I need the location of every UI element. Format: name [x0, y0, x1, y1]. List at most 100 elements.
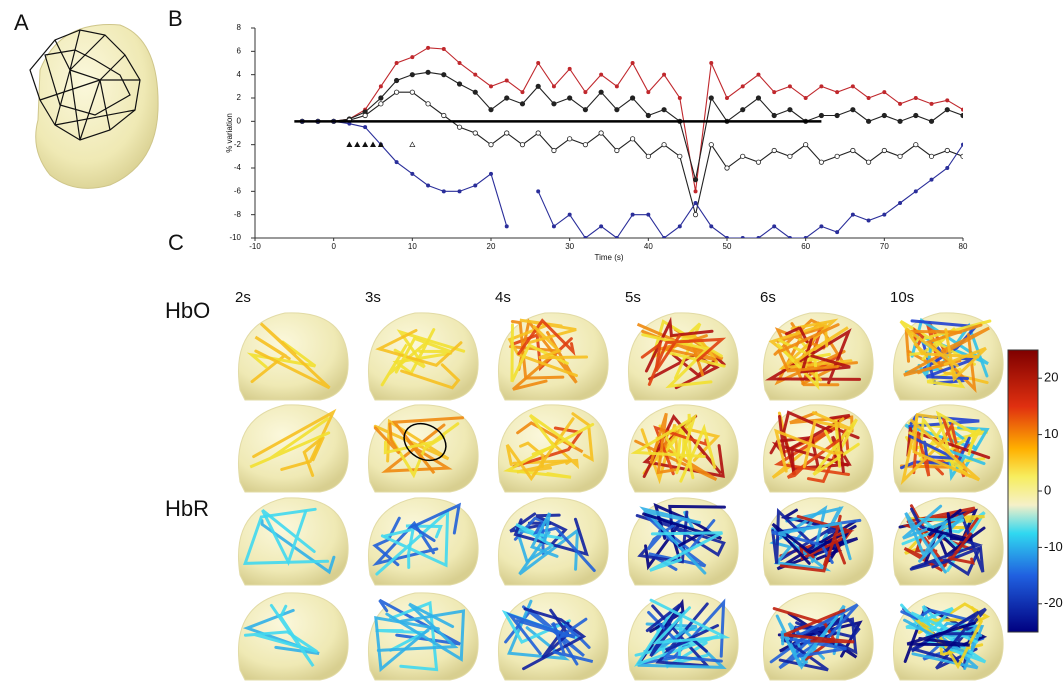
- point: [772, 224, 777, 229]
- y-axis-label: % variation: [225, 113, 234, 153]
- point: [913, 189, 918, 194]
- point: [472, 130, 478, 136]
- point: [409, 89, 415, 95]
- trace: [910, 611, 987, 664]
- head: [763, 312, 874, 401]
- trace: [906, 327, 957, 361]
- point: [551, 224, 556, 229]
- point: [945, 165, 950, 170]
- trace: [646, 517, 685, 551]
- trace: [269, 603, 315, 667]
- y-tick-label: 8: [237, 23, 242, 32]
- trace: [512, 440, 580, 470]
- point: [410, 55, 415, 60]
- point: [567, 212, 572, 217]
- point: [913, 112, 919, 119]
- point: [787, 153, 793, 159]
- trace: [645, 603, 686, 658]
- point: [520, 90, 525, 95]
- point: [598, 130, 604, 136]
- point: [898, 101, 903, 106]
- point: [725, 236, 729, 238]
- point: [755, 95, 762, 101]
- point: [740, 236, 745, 238]
- trace: [647, 610, 723, 663]
- point: [614, 236, 619, 238]
- trace: [261, 509, 316, 567]
- point: [693, 200, 698, 205]
- point: [835, 90, 840, 95]
- trace: [394, 336, 451, 374]
- head: [628, 404, 739, 493]
- point: [677, 224, 682, 229]
- point: [945, 98, 950, 103]
- point: [865, 118, 872, 124]
- trace: [790, 419, 845, 476]
- point: [865, 159, 872, 165]
- trace: [375, 507, 450, 576]
- trace: [771, 520, 832, 572]
- trace: [302, 435, 325, 477]
- column-label: 4s: [495, 289, 511, 306]
- point: [771, 147, 777, 154]
- point: [850, 147, 856, 154]
- trace: [904, 512, 947, 574]
- point: [473, 72, 478, 77]
- point: [882, 212, 887, 217]
- row-label: HbR: [165, 496, 209, 521]
- point: [944, 147, 950, 154]
- point: [614, 147, 620, 154]
- point: [756, 72, 761, 77]
- point: [394, 160, 399, 165]
- y-tick-label: -4: [234, 163, 242, 172]
- point: [567, 66, 572, 71]
- point: [913, 96, 918, 101]
- head: [763, 592, 874, 681]
- point: [645, 153, 651, 159]
- trace: [243, 630, 318, 654]
- point: [630, 212, 635, 217]
- trace: [789, 637, 847, 658]
- point: [834, 112, 840, 119]
- point: [662, 72, 667, 77]
- trace: [900, 608, 975, 623]
- point: [960, 112, 963, 119]
- head: [893, 404, 1004, 493]
- head: [498, 497, 609, 586]
- trace: [541, 608, 570, 659]
- x-tick-label: -10: [249, 242, 261, 251]
- point: [378, 95, 384, 101]
- trace: [528, 414, 576, 456]
- point: [725, 96, 730, 101]
- point: [724, 165, 730, 171]
- y-tick-label: 6: [237, 46, 242, 55]
- point: [488, 107, 494, 113]
- trace: [516, 458, 573, 474]
- trace: [515, 523, 563, 548]
- point: [928, 118, 935, 124]
- point: [819, 224, 824, 229]
- point: [583, 236, 588, 238]
- y-tick-label: -6: [234, 186, 242, 195]
- trace: [653, 502, 708, 540]
- trace: [517, 318, 576, 357]
- trace: [512, 426, 584, 469]
- head: [893, 592, 1004, 681]
- marker-triangle: [354, 141, 361, 147]
- point: [803, 96, 808, 101]
- point: [819, 84, 824, 89]
- point: [473, 183, 478, 188]
- point: [363, 125, 368, 130]
- column-label: 3s: [365, 289, 381, 306]
- trace: [242, 608, 320, 655]
- trace: [260, 519, 336, 575]
- trace: [647, 337, 727, 386]
- x-tick-label: 10: [408, 242, 417, 251]
- trace: [778, 521, 852, 561]
- trace: [250, 335, 291, 384]
- marker-triangle: [409, 141, 416, 147]
- panel-label: A: [14, 10, 29, 35]
- point: [772, 90, 777, 95]
- trace: [636, 322, 704, 354]
- point: [629, 136, 636, 142]
